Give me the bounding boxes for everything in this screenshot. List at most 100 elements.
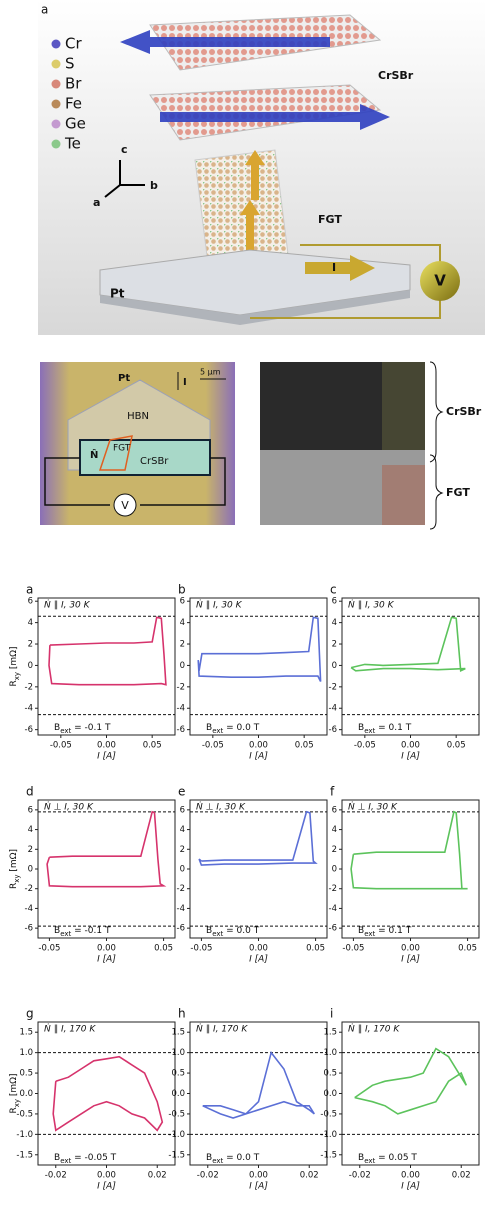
x-tick-label: -0.05: [50, 741, 72, 751]
y-tick-label: -2: [177, 884, 185, 894]
x-tick-label: -0.02: [349, 1171, 371, 1181]
x-tick-label: -0.05: [38, 944, 60, 954]
y-tick-label: 4: [28, 825, 33, 835]
annotation: Ṅ ∥ I, 30 K: [44, 600, 91, 611]
x-tick-label: -0.02: [45, 1171, 67, 1181]
hbn-label: HBN: [127, 411, 149, 422]
panel-label: f: [330, 785, 335, 799]
field-label: Bext = 0.0 T: [206, 723, 260, 736]
field-label-part: = 0.0 T: [223, 723, 259, 733]
field-label-part: ext: [364, 727, 375, 735]
x-tick-label: 0.00: [401, 944, 420, 954]
annotation: Ṅ ⊥ I, 30 K: [348, 802, 398, 813]
y-tick-label: 4: [180, 618, 185, 628]
panel-label: b: [178, 583, 186, 597]
y-tick-label: -4: [25, 704, 33, 714]
y-tick-label: 0: [28, 661, 33, 671]
annotation: Ṅ ∥ I, 170 K: [348, 1024, 400, 1035]
y-tick-label: -1.5: [16, 1150, 33, 1160]
x-axis-label: I [A]: [401, 1182, 420, 1192]
x-axis-label: I [A]: [97, 1182, 116, 1192]
y-axis-label: Rxy [mΩ]: [9, 646, 22, 686]
y-tick-label: -6: [25, 924, 33, 934]
y-tick-label: 2: [180, 640, 185, 650]
y-axis-label-part: xy: [13, 1099, 21, 1107]
legend-label: S: [65, 55, 75, 73]
axis-label: c: [121, 143, 128, 156]
y-tick-label: 1.5: [19, 1028, 33, 1038]
data-line: [47, 812, 164, 887]
y-tick-label: 6: [28, 805, 33, 815]
y-axis-label-part: [mΩ]: [9, 1073, 19, 1099]
x-tick-label: -0.02: [197, 1171, 219, 1181]
annotation: Ṅ ⊥ I, 30 K: [196, 802, 246, 813]
y-tick-label: 6: [332, 805, 337, 815]
y-tick-label: -4: [177, 704, 185, 714]
y-tick-label: 0.5: [323, 1069, 337, 1079]
data-line: [198, 617, 320, 681]
x-tick-label: 0.00: [401, 1171, 420, 1181]
x-tick-label: -0.05: [354, 741, 376, 751]
y-tick-label: 0.0: [19, 1089, 33, 1099]
y-tick-label: 1.0: [19, 1048, 33, 1058]
layer-label: CrSBr: [446, 405, 482, 418]
y-tick-label: 2: [28, 845, 33, 855]
y-tick-label: -2: [25, 884, 33, 894]
field-label: Bext = -0.05 T: [54, 1153, 117, 1166]
data-line: [355, 1049, 467, 1114]
y-axis-label-part: xy: [13, 874, 21, 882]
y-tick-label: -4: [329, 704, 337, 714]
x-axis-label: I [A]: [401, 752, 420, 762]
y-tick-label: -2: [25, 682, 33, 692]
field-label-part: = -0.1 T: [71, 926, 111, 936]
y-tick-label: -0.5: [320, 1109, 337, 1119]
axis-label: b: [150, 179, 158, 192]
crsbr-label: CrSBr: [140, 456, 169, 467]
y-tick-label: 4: [332, 825, 337, 835]
field-label: Bext = 0.0 T: [206, 1153, 260, 1166]
x-tick-label: 0.00: [249, 1171, 268, 1181]
x-tick-label: 0.00: [97, 741, 116, 751]
atom-overlay: [382, 465, 425, 525]
y-tick-label: 0.0: [171, 1089, 185, 1099]
x-tick-label: 0.02: [148, 1171, 167, 1181]
figure: a Cr S Br Fe Ge Te CrSBr FGT c b a Pt I …: [0, 0, 489, 1205]
panel-label: i: [330, 1007, 333, 1021]
legend-label: Br: [65, 75, 82, 93]
y-tick-label: -0.5: [16, 1109, 33, 1119]
annotation: Ṅ ∥ I, 30 K: [348, 600, 395, 611]
x-axis-label: I [A]: [249, 1182, 268, 1192]
y-tick-label: -1.0: [320, 1130, 337, 1140]
y-tick-label: 0: [332, 865, 337, 875]
y-tick-label: 6: [332, 597, 337, 607]
data-line: [49, 617, 166, 684]
y-tick-label: 1.0: [323, 1048, 337, 1058]
y-tick-label: -1.5: [320, 1150, 337, 1160]
y-tick-label: 4: [180, 825, 185, 835]
y-tick-label: -2: [329, 682, 337, 692]
data-line: [351, 617, 465, 671]
panel-label: c: [330, 583, 337, 597]
panel-label: a: [41, 3, 48, 17]
data-line: [53, 1057, 162, 1131]
field-label-part: = 0.0 T: [223, 926, 259, 936]
field-label: Bext = 0.1 T: [358, 926, 412, 939]
plot-frame: [342, 800, 479, 938]
atom-overlay: [382, 362, 425, 450]
y-tick-label: -1.0: [168, 1130, 185, 1140]
y-axis-label: Rxy [mΩ]: [9, 849, 22, 889]
layer-label: FGT: [446, 486, 470, 499]
x-tick-label: 0.05: [458, 944, 477, 954]
legend-label: Fe: [65, 95, 82, 113]
x-tick-label: 0.00: [401, 741, 420, 751]
y-tick-label: 1.5: [323, 1028, 337, 1038]
field-label-part: ext: [212, 727, 223, 735]
data-line: [203, 1053, 315, 1118]
voltmeter-label: V: [121, 499, 129, 512]
y-tick-label: 2: [28, 640, 33, 650]
panel-label: d: [26, 785, 34, 799]
x-tick-label: -0.05: [202, 741, 224, 751]
y-tick-label: 4: [28, 618, 33, 628]
y-tick-label: 6: [180, 597, 185, 607]
voltmeter-label: V: [434, 272, 446, 290]
